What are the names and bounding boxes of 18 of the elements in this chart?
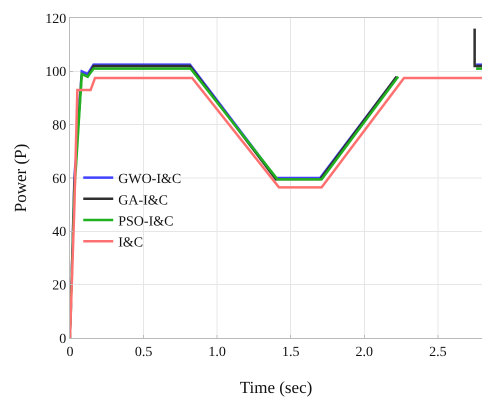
legend-label: GA-I&C — [118, 193, 168, 208]
y-tick-label: 40 — [52, 225, 66, 240]
x-axis-title: Time (sec) — [240, 378, 312, 398]
legend-label: I&C — [118, 236, 144, 251]
y-tick-label: 100 — [45, 65, 66, 80]
y-tick-label: 20 — [52, 278, 66, 294]
y-tick-label: 120 — [45, 12, 66, 27]
y-tick-label: 0 — [59, 332, 66, 347]
x-tick-label: 2.5 — [429, 344, 447, 360]
y-tick-label: 60 — [52, 172, 66, 187]
x-tick-label: 1.0 — [208, 344, 226, 360]
x-tick-label: 1.5 — [282, 344, 300, 360]
x-tick-label: 2.0 — [356, 344, 374, 360]
x-tick-label: 0.5 — [134, 344, 152, 360]
legend-label: PSO-I&C — [118, 214, 174, 230]
y-axis-title: Power (P) — [10, 144, 30, 212]
legend-label: GWO-I&C — [118, 172, 182, 188]
y-tick-label: 80 — [52, 118, 66, 134]
